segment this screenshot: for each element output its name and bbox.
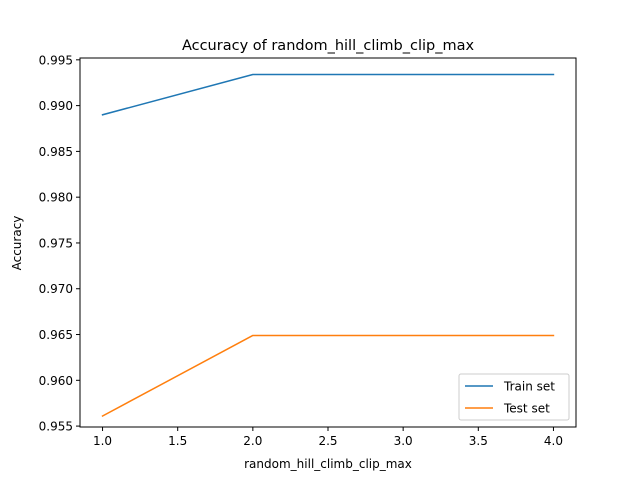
y-tick-label: 0.965: [39, 328, 73, 342]
x-tick-label: 1.5: [168, 434, 187, 448]
x-tick-label: 2.5: [318, 434, 337, 448]
y-tick-label: 0.990: [39, 99, 73, 113]
x-tick-label: 4.0: [544, 434, 563, 448]
chart-title: Accuracy of random_hill_climb_clip_max: [182, 38, 475, 54]
y-tick-label: 0.970: [39, 282, 73, 296]
y-tick-label: 0.975: [39, 236, 73, 250]
x-tick-label: 2.0: [243, 434, 262, 448]
x-tick-label: 3.5: [469, 434, 488, 448]
x-tick-label: 3.0: [394, 434, 413, 448]
x-axis-label: random_hill_climb_clip_max: [244, 457, 412, 471]
x-axis-ticks: 1.0 1.5 2.0 2.5 3.0 3.5 4.0: [93, 427, 563, 448]
y-tick-label: 0.960: [39, 374, 73, 388]
y-tick-label: 0.955: [39, 420, 73, 434]
x-tick-label: 1.0: [93, 434, 112, 448]
series-line-1: [101, 334, 555, 418]
y-tick-label: 0.980: [39, 191, 73, 205]
plot-area: [79, 57, 577, 428]
y-tick-label: 0.985: [39, 145, 73, 159]
plot-frame: [79, 57, 577, 428]
y-axis-label: Accuracy: [10, 216, 24, 271]
series-line-0: [101, 73, 555, 116]
legend: Train set Test set: [458, 373, 570, 421]
y-tick-label: 0.995: [39, 53, 73, 67]
legend-label-0: Train set: [503, 380, 555, 394]
y-axis-ticks: 0.955 0.960 0.965 0.970 0.975 0.980 0.985 0.990…: [39, 53, 80, 434]
legend-label-1: Test set: [503, 402, 550, 416]
